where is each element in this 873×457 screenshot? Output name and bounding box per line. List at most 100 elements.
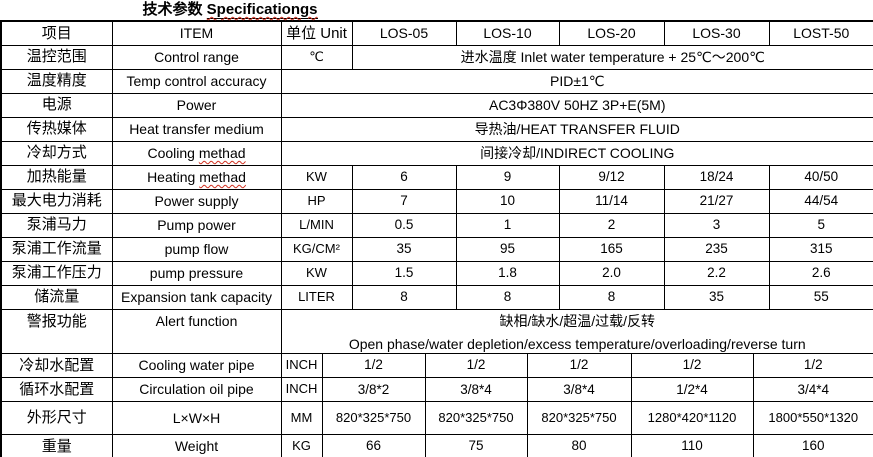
cell-zh-label: 温度精度: [0, 68, 113, 94]
cell-value: 7: [351, 188, 457, 214]
cell-unit: KG/CM²: [280, 236, 353, 262]
cell-value: 10: [455, 188, 560, 214]
cell-value: 8: [351, 284, 457, 310]
row-power-supply: 最大电力消耗 Power supply HP 7 10 11/14 21/27 …: [0, 188, 873, 214]
cell-value: 95: [455, 236, 560, 262]
cell-value: 1/2: [630, 353, 754, 378]
cell-value: 820*325*750: [526, 401, 632, 435]
cell-en-label: Circulation oil pipe: [111, 377, 282, 402]
specs-table-main: 项目 ITEM 单位 Unit LOS-05 LOS-10 LOS-20 LOS…: [0, 20, 873, 354]
header-model-los-20: LOS-20: [558, 20, 665, 46]
row-cooling-method: 冷却方式 Cooling methad 间接冷却/INDIRECT COOLIN…: [0, 140, 873, 166]
cell-unit: INCH: [280, 353, 323, 378]
cell-value: 165: [558, 236, 665, 262]
cell-zh-label: 最大电力消耗: [0, 188, 113, 214]
specs-table-bottom: 冷却水配置 Cooling water pipe INCH 1/2 1/2 1/…: [0, 353, 873, 457]
cell-unit: KW: [280, 164, 353, 190]
cell-unit: KG: [280, 434, 323, 457]
cell-value: 8: [455, 284, 560, 310]
cell-unit: ℃: [280, 44, 353, 70]
cell-value: 2.6: [768, 260, 873, 286]
cell-value: 21/27: [663, 188, 770, 214]
cell-value: 820*325*750: [424, 401, 528, 435]
cell-merged-value: 缺相/缺水/超温/过载/反转 Open phase/water depletio…: [280, 308, 873, 354]
label-typo-word: methad: [199, 168, 246, 185]
cell-value: 80: [526, 434, 632, 457]
cell-en-label: pump flow: [111, 236, 282, 262]
cell-value: 1/2: [424, 353, 528, 378]
cell-unit: MM: [280, 401, 323, 435]
cell-value: 315: [768, 236, 873, 262]
row-pump-flow: 泵浦工作流量 pump flow KG/CM² 35 95 165 235 31…: [0, 236, 873, 262]
alert-value-en: Open phase/water depletion/excess temper…: [348, 335, 806, 352]
cell-zh-label: 外形尺寸: [0, 401, 113, 435]
row-circulation-oil-pipe: 循环水配置 Circulation oil pipe INCH 3/8*2 3/…: [0, 377, 873, 402]
cell-value: 66: [321, 434, 426, 457]
cell-value: 8: [558, 284, 665, 310]
cell-value: 2.0: [558, 260, 665, 286]
cell-value: 160: [752, 434, 873, 457]
cell-zh-label: 冷却方式: [0, 140, 113, 166]
cell-en-label: Heating methad: [111, 164, 282, 190]
cell-en-label: Pump power: [111, 212, 282, 238]
header-unit: 单位 Unit: [280, 20, 353, 46]
alert-value-zh: 缺相/缺水/超温/过载/反转: [499, 313, 656, 330]
header-item-en: ITEM: [111, 20, 282, 46]
cell-value: 44/54: [768, 188, 873, 214]
cell-value: 1/2*4: [630, 377, 754, 402]
cell-value: 1: [455, 212, 560, 238]
cell-merged-value: 导热油/HEAT TRANSFER FLUID: [280, 116, 873, 142]
page-title-zh: 技术参数: [142, 1, 203, 18]
label-typo-word: methad: [198, 144, 246, 161]
cell-value: 6: [351, 164, 457, 190]
cell-unit: KW: [280, 260, 353, 286]
cell-value: 2: [558, 212, 665, 238]
row-temp-accuracy: 温度精度 Temp control accuracy PID±1℃: [0, 68, 873, 94]
cell-value: 18/24: [663, 164, 770, 190]
cell-value: 2.2: [663, 260, 770, 286]
row-weight: 重量 Weight KG 66 75 80 110 160: [0, 434, 873, 457]
cell-value: 3/8*2: [321, 377, 426, 402]
cell-value: 55: [768, 284, 873, 310]
cell-zh-label: 加热能量: [0, 164, 113, 190]
cell-en-label: Control range: [111, 44, 282, 70]
cell-merged-value: PID±1℃: [280, 68, 873, 94]
cell-en-label: Heat transfer medium: [111, 116, 282, 142]
cell-value: 1/2: [752, 353, 873, 378]
row-cooling-water-pipe: 冷却水配置 Cooling water pipe INCH 1/2 1/2 1/…: [0, 353, 873, 378]
label-word: Heating: [147, 168, 200, 185]
cell-value: 1.8: [455, 260, 560, 286]
cell-zh-label: 警报功能: [0, 308, 113, 354]
row-pump-pressure: 泵浦工作压力 pump pressure KW 1.5 1.8 2.0 2.2 …: [0, 260, 873, 286]
label-word: Cooling: [147, 144, 199, 161]
cell-zh-label: 传热媒体: [0, 116, 113, 142]
cell-unit: L/MIN: [280, 212, 353, 238]
cell-unit: HP: [280, 188, 353, 214]
cell-zh-label: 电源: [0, 92, 113, 118]
cell-en-label: Alert function: [111, 308, 282, 354]
row-power: 电源 Power AC3Φ380V 50HZ 3P+E(5M): [0, 92, 873, 118]
row-dimensions: 外形尺寸 L×W×H MM 820*325*750 820*325*750 82…: [0, 401, 873, 435]
cell-value: 3: [663, 212, 770, 238]
cell-zh-label: 循环水配置: [0, 377, 113, 402]
cell-value: 0.5: [351, 212, 457, 238]
cell-zh-label: 泵浦马力: [0, 212, 113, 238]
header-model-los-10: LOS-10: [455, 20, 560, 46]
cell-value: 1280*420*1120: [630, 401, 754, 435]
cell-value: 1800*550*1320: [752, 401, 873, 435]
row-heating: 加热能量 Heating methad KW 6 9 9/12 18/24 40…: [0, 164, 873, 190]
row-pump-power: 泵浦马力 Pump power L/MIN 0.5 1 2 3 5: [0, 212, 873, 238]
header-row: 项目 ITEM 单位 Unit LOS-05 LOS-10 LOS-20 LOS…: [0, 20, 873, 46]
cell-value: 1/2: [321, 353, 426, 378]
cell-en-label: Power: [111, 92, 282, 118]
cell-en-label: pump pressure: [111, 260, 282, 286]
cell-en-label: L×W×H: [111, 401, 282, 435]
cell-en-label: Expansion tank capacity: [111, 284, 282, 310]
cell-value: 35: [351, 236, 457, 262]
cell-value: 35: [663, 284, 770, 310]
cell-merged-value: AC3Φ380V 50HZ 3P+E(5M): [280, 92, 873, 118]
header-model-lost-50: LOST-50: [768, 20, 873, 46]
cell-en-label: Weight: [111, 434, 282, 457]
cell-value: 9: [455, 164, 560, 190]
